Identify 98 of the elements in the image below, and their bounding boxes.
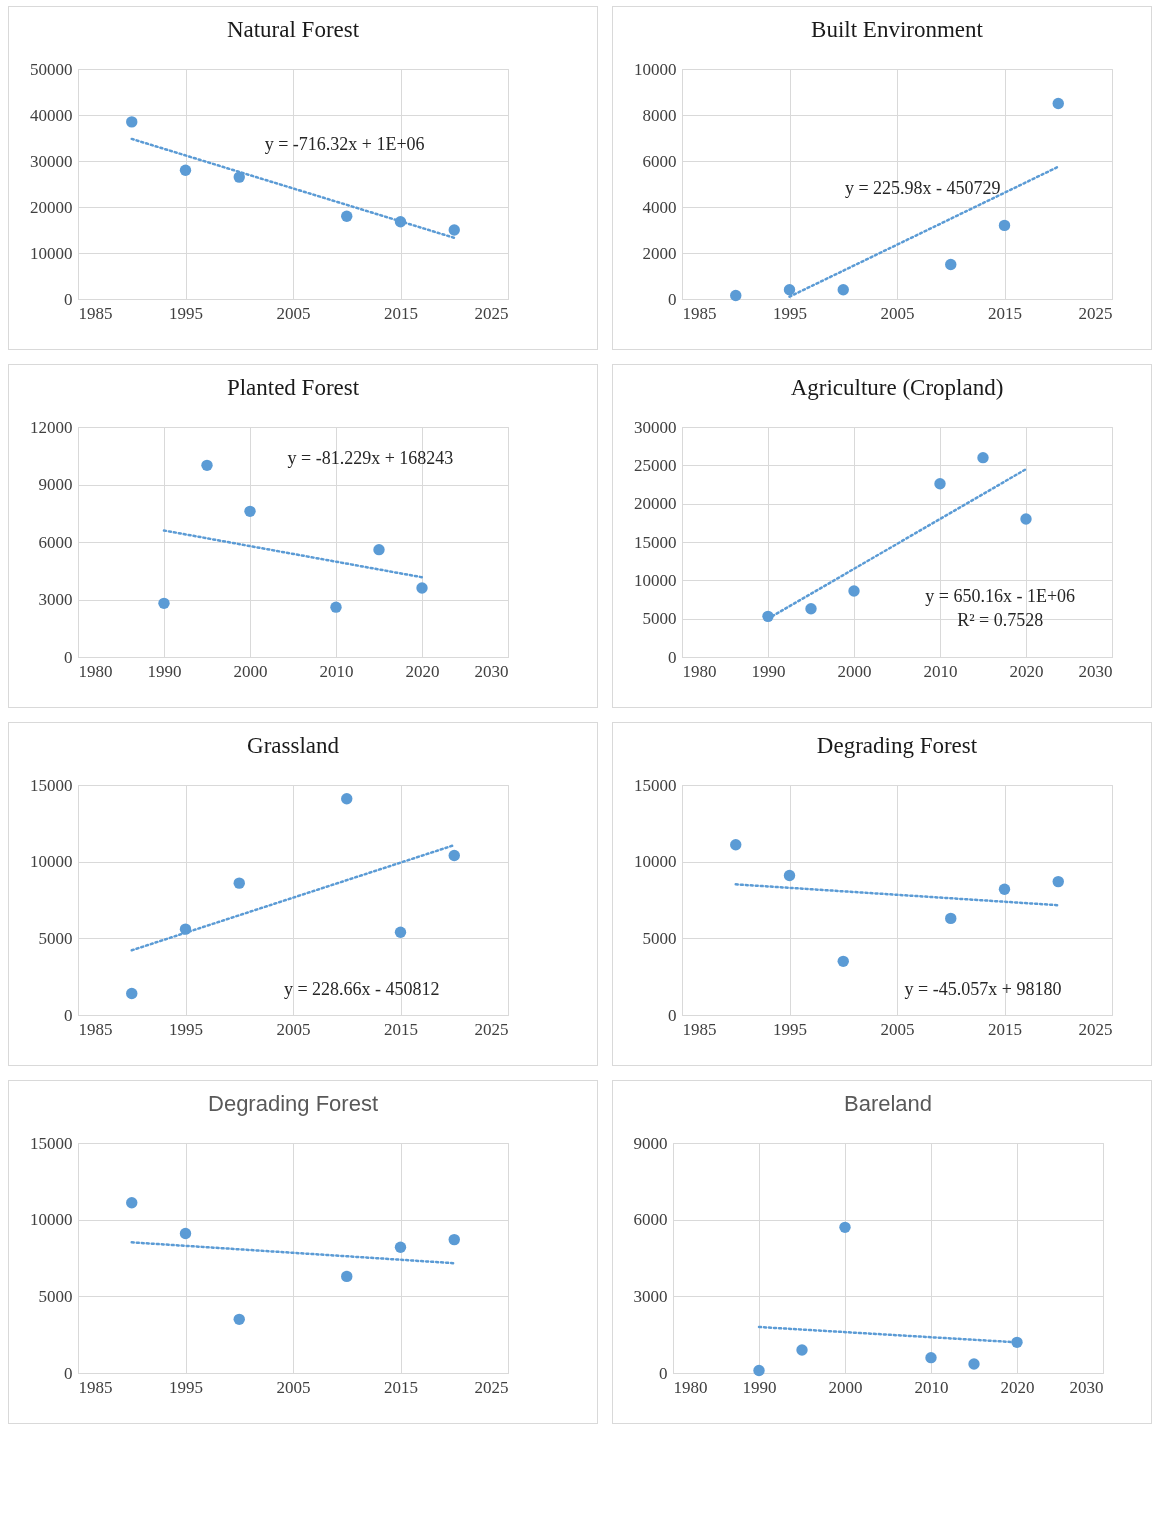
x-tick-label: 1990 <box>751 661 786 681</box>
y-tick-label: 5000 <box>642 609 677 629</box>
y-tick-label: 8000 <box>642 105 677 125</box>
annotation: y = -45.057x + 98180 <box>904 978 1062 999</box>
x-tick-label: 2020 <box>1009 661 1044 681</box>
y-tick-label: 3000 <box>38 590 73 609</box>
x-tick-label: 2005 <box>276 303 311 323</box>
y-tick-label: 15000 <box>30 1133 73 1153</box>
y-tick-label: 20000 <box>634 494 677 514</box>
annotation: R² = 0.7528 <box>957 610 1044 631</box>
y-tick-label: 0 <box>668 647 677 667</box>
x-tick-label: 2025 <box>474 1377 509 1397</box>
y-tick-label: 0 <box>64 647 73 667</box>
x-tick-label: 2030 <box>1078 661 1113 681</box>
y-tick-label: 0 <box>64 1363 73 1383</box>
annotation: y = 228.66x - 450812 <box>283 978 440 999</box>
x-tick-label: 2000 <box>828 1377 863 1397</box>
x-tick-label: 2015 <box>384 1377 418 1397</box>
x-tick-label: 2020 <box>1000 1377 1035 1397</box>
x-tick-label: 1995 <box>169 1377 203 1397</box>
x-tick-label: 2015 <box>384 303 418 323</box>
y-tick-label: 20000 <box>30 197 73 217</box>
y-tick-label: 15000 <box>634 775 677 795</box>
y-tick-label: 10000 <box>30 1210 73 1230</box>
y-tick-label: 40000 <box>30 105 73 125</box>
x-tick-label: 2010 <box>923 661 958 681</box>
y-tick-label: 10000 <box>634 852 677 872</box>
x-tick-label: 2005 <box>880 303 915 323</box>
y-tick-label: 25000 <box>634 455 677 475</box>
x-tick-label: 1995 <box>773 1019 807 1039</box>
x-tick-label: 1990 <box>147 661 182 681</box>
x-tick-label: 1980 <box>682 661 717 681</box>
x-tick-label: 1980 <box>673 1377 708 1397</box>
x-tick-label: 2025 <box>1078 1019 1113 1039</box>
y-tick-label: 15000 <box>30 775 73 795</box>
x-tick-label: 2005 <box>276 1377 311 1397</box>
y-tick-label: 12000 <box>30 417 73 437</box>
chart-title: Bareland <box>843 1091 933 1116</box>
x-tick-label: 2000 <box>837 661 872 681</box>
x-tick-label: 1995 <box>169 1019 203 1039</box>
chart-title: Natural Forest <box>226 17 360 42</box>
x-tick-label: 2015 <box>988 1019 1022 1039</box>
chart-title: Grassland <box>247 733 340 758</box>
x-tick-label: 2000 <box>233 661 268 681</box>
y-tick-label: 0 <box>64 1005 73 1025</box>
y-tick-label: 10000 <box>634 59 677 79</box>
y-tick-label: 4000 <box>642 197 677 217</box>
chart-title: Agriculture (Cropland) <box>790 375 1004 400</box>
annotation: y = -716.32x + 1E+06 <box>264 133 425 154</box>
x-tick-label: 2010 <box>319 661 354 681</box>
x-tick-label: 2030 <box>474 661 509 681</box>
x-tick-label: 2020 <box>405 661 440 681</box>
y-tick-label: 10000 <box>30 243 73 263</box>
y-tick-label: 5000 <box>38 928 73 948</box>
y-tick-label: 0 <box>64 289 73 309</box>
y-tick-label: 10000 <box>634 570 677 590</box>
y-tick-label: 6000 <box>633 1210 668 1230</box>
y-tick-label: 0 <box>668 1005 677 1025</box>
x-tick-label: 2005 <box>276 1019 311 1039</box>
y-tick-label: 9000 <box>38 475 73 494</box>
x-tick-label: 2015 <box>988 303 1022 323</box>
y-tick-label: 5000 <box>642 928 677 948</box>
x-tick-label: 1985 <box>682 1019 717 1039</box>
y-tick-label: 5000 <box>38 1286 73 1306</box>
annotation: y = 650.16x - 1E+06 <box>925 586 1076 607</box>
chart-title: Planted Forest <box>226 375 360 400</box>
annotation: y = 225.98x - 450729 <box>844 177 1001 198</box>
y-tick-label: 6000 <box>38 532 73 552</box>
y-tick-label: 10000 <box>30 852 73 872</box>
y-tick-label: 15000 <box>634 532 677 552</box>
x-tick-label: 2030 <box>1069 1377 1104 1397</box>
x-tick-label: 1985 <box>78 1377 113 1397</box>
y-tick-label: 2000 <box>642 243 677 263</box>
x-tick-label: 2025 <box>474 1019 509 1039</box>
y-tick-label: 30000 <box>634 417 677 437</box>
chart-title: Degrading Forest <box>208 1091 378 1116</box>
x-tick-label: 1980 <box>78 661 113 681</box>
x-tick-label: 1995 <box>169 303 203 323</box>
x-tick-label: 2025 <box>1078 303 1113 323</box>
x-tick-label: 2015 <box>384 1019 418 1039</box>
chart-title: Degrading Forest <box>816 733 978 758</box>
y-tick-label: 30000 <box>30 151 73 171</box>
x-tick-label: 1985 <box>682 303 717 323</box>
y-tick-label: 0 <box>659 1363 668 1383</box>
x-tick-label: 2025 <box>474 303 509 323</box>
y-tick-label: 3000 <box>633 1286 668 1306</box>
y-tick-label: 9000 <box>633 1133 668 1153</box>
annotation: y = -81.229x + 168243 <box>287 448 454 469</box>
x-tick-label: 1990 <box>742 1377 777 1397</box>
y-tick-label: 0 <box>668 289 677 309</box>
chart-title: Built Environment <box>811 17 984 42</box>
x-tick-label: 1995 <box>773 303 807 323</box>
x-tick-label: 2010 <box>914 1377 949 1397</box>
x-tick-label: 1985 <box>78 303 113 323</box>
y-tick-label: 50000 <box>30 59 73 79</box>
y-tick-label: 6000 <box>642 151 677 171</box>
x-tick-label: 1985 <box>78 1019 113 1039</box>
x-tick-label: 2005 <box>880 1019 915 1039</box>
